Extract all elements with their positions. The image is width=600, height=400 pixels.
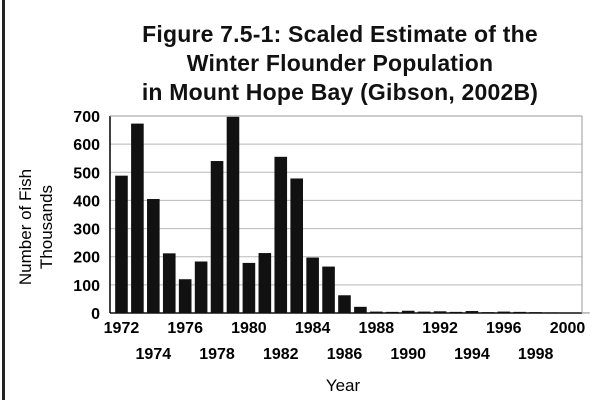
x-tick-label-1992: 1992: [422, 320, 458, 337]
y-tick-labels: 0 100 200 300 400 500 600 700: [73, 109, 100, 323]
bar-1974: [147, 199, 160, 313]
left-border-rule: [2, 0, 5, 400]
chart-title-line-3: in Mount Hope Bay (Gibson, 2002B): [141, 79, 539, 105]
bar-1983: [290, 178, 303, 313]
x-tick-label-1982: 1982: [263, 346, 299, 363]
x-tick-label-1972: 1972: [104, 320, 140, 337]
bar-1987: [354, 306, 367, 313]
bar-1982: [274, 156, 288, 313]
chart-title: Figure 7.5-1: Scaled Estimate of the Win…: [100, 20, 580, 107]
bars: [115, 116, 590, 314]
chart-title-line-2: Winter Flounder Population: [186, 50, 494, 76]
x-tick-label-1976: 1976: [167, 320, 203, 337]
bar-1972: [115, 175, 128, 313]
x-tick-label-1988: 1988: [359, 320, 395, 337]
x-tick-label-1980: 1980: [231, 320, 267, 337]
bar-1994: [465, 311, 479, 313]
x-tick-label-1998: 1998: [518, 346, 554, 363]
x-tick-label-1994: 1994: [454, 346, 490, 363]
x-tick-label-1978: 1978: [199, 346, 235, 363]
bar-1985: [322, 266, 335, 313]
bar-1980: [242, 262, 256, 313]
y-tick-label-600: 600: [73, 137, 100, 154]
x-tick-labels: 1972 1976 1980 1984 1988 1992 1996 2000 1974 1978…: [104, 320, 586, 363]
chart-title-line-1: Figure 7.5-1: Scaled Estimate of the: [142, 21, 538, 47]
y-tick-label-0: 0: [91, 306, 100, 323]
bar-1978: [210, 161, 224, 313]
y-tick-label-300: 300: [73, 222, 100, 239]
y-axis-label-line-1: Number of Fish: [16, 169, 35, 285]
y-tick-label-700: 700: [73, 109, 100, 126]
x-tick-label-1984: 1984: [295, 320, 331, 337]
bar-1990: [401, 310, 415, 313]
bar-1992: [433, 311, 447, 313]
bar-1981: [258, 253, 272, 313]
bar-1975: [162, 253, 176, 313]
y-axis-label-line-2: Thousands: [37, 185, 56, 269]
x-tick-label-1990: 1990: [390, 346, 426, 363]
gridlines: [110, 115, 582, 286]
bar-1986: [338, 295, 351, 313]
bar-1984: [306, 257, 319, 313]
y-tick-label-500: 500: [73, 165, 100, 182]
x-tick-label-1974: 1974: [136, 346, 172, 363]
x-axis-label: Year: [326, 376, 361, 395]
bar-2001: [577, 312, 590, 314]
bar-1976: [178, 279, 192, 313]
y-tick-label-400: 400: [73, 193, 100, 210]
bar-1977: [194, 261, 208, 313]
y-tick-label-100: 100: [73, 278, 100, 295]
bar-1973: [131, 123, 144, 313]
x-tick-label-1996: 1996: [486, 320, 522, 337]
bar-1979: [226, 116, 240, 313]
y-tick-label-200: 200: [73, 250, 100, 267]
x-tick-label-2000: 2000: [550, 320, 586, 337]
x-tick-label-1986: 1986: [327, 346, 363, 363]
axes: [109, 115, 583, 314]
